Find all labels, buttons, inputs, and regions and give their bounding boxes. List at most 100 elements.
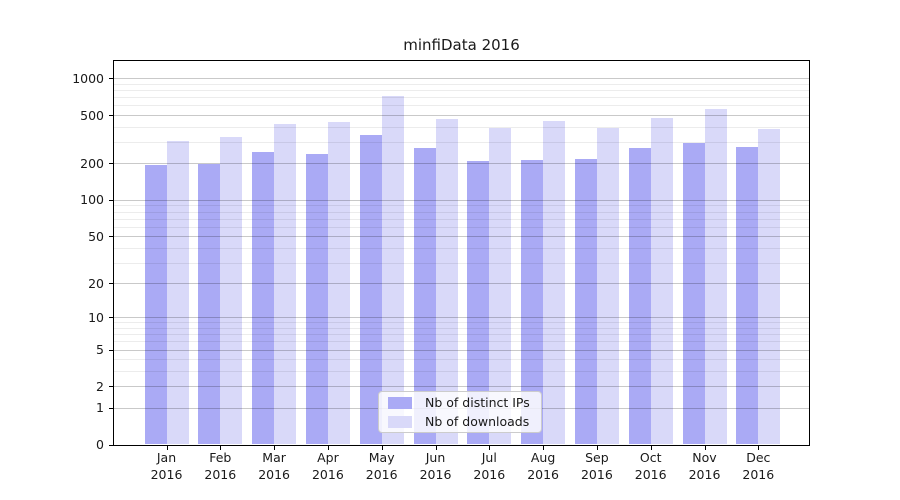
bar-distinct-ips: [144, 165, 167, 445]
x-tick-mark: [650, 445, 652, 450]
x-tick-mark: [543, 445, 545, 450]
gridline-minor: [113, 211, 810, 213]
gridline-minor: [113, 142, 810, 144]
legend-label-downloads: Nb of downloads: [425, 413, 530, 429]
gridline-minor: [113, 90, 810, 92]
legend-label-distinct-ips: Nb of distinct IPs: [425, 394, 530, 410]
bar-distinct-ips: [467, 161, 490, 445]
y-tick-mark: [109, 317, 113, 319]
x-tick-label: Jan 2016: [150, 450, 183, 482]
y-tick-mark: [109, 283, 113, 285]
x-tick-label: May 2016: [365, 450, 398, 482]
gridline-minor: [113, 97, 810, 99]
bar-distinct-ips: [413, 148, 436, 445]
gridline-minor: [113, 322, 810, 324]
bar-distinct-ips: [252, 151, 275, 445]
gridline-major: [113, 386, 810, 388]
gridline-minor: [113, 247, 810, 249]
y-tick-label: 200: [80, 155, 104, 171]
gridline-major: [113, 283, 810, 285]
y-tick-mark: [109, 386, 113, 388]
bar-distinct-ips: [574, 159, 597, 445]
gridline-major: [113, 78, 810, 80]
x-tick-mark: [274, 445, 276, 450]
legend-swatch-downloads: [388, 415, 412, 428]
gridline-major: [113, 349, 810, 351]
x-tick-label: Sep 2016: [580, 450, 613, 482]
y-tick-label: 20: [88, 275, 104, 291]
x-tick-mark: [381, 445, 383, 450]
gridline-major: [113, 199, 810, 201]
bar-distinct-ips: [521, 160, 544, 445]
gridline-minor: [113, 126, 810, 128]
bar-downloads: [650, 117, 673, 445]
y-tick-label: 500: [80, 107, 104, 123]
x-tick-mark: [758, 445, 760, 450]
gridline-major: [113, 317, 810, 319]
x-tick-mark: [220, 445, 222, 450]
bar-distinct-ips: [305, 154, 328, 445]
bar-distinct-ips: [628, 148, 651, 445]
x-tick-label: Dec 2016: [742, 450, 775, 482]
gridline-major: [113, 236, 810, 238]
y-tick-mark: [109, 199, 113, 201]
bar-downloads: [543, 121, 566, 445]
bar-downloads: [596, 127, 619, 445]
gridline-minor: [113, 218, 810, 220]
legend-item-downloads: Nb of downloads: [388, 413, 532, 429]
gridline-major: [113, 115, 810, 117]
gridline-major: [113, 163, 810, 165]
gridline-minor: [113, 334, 810, 336]
x-tick-mark: [166, 445, 168, 450]
y-tick-mark: [109, 349, 113, 351]
y-tick-mark: [109, 407, 113, 409]
gridline-minor: [113, 328, 810, 330]
x-tick-label: Apr 2016: [311, 450, 344, 482]
x-tick-label: Mar 2016: [258, 450, 290, 482]
legend: Nb of distinct IPs Nb of downloads: [378, 391, 542, 433]
bar-distinct-ips: [736, 146, 759, 445]
y-tick-label: 2: [96, 378, 104, 394]
x-tick-mark: [489, 445, 491, 450]
bar-downloads: [166, 140, 189, 445]
bar-distinct-ips: [359, 134, 382, 445]
chart-title: minfiData 2016: [403, 36, 520, 54]
bar-downloads: [274, 123, 297, 445]
x-tick-mark: [596, 445, 598, 450]
x-tick-label: Jul 2016: [473, 450, 506, 482]
bar-downloads: [435, 119, 458, 445]
y-tick-mark: [109, 115, 113, 117]
y-tick-label: 0: [96, 437, 104, 452]
y-tick-mark: [109, 236, 113, 238]
gridline-minor: [113, 359, 810, 361]
bar-downloads: [220, 137, 243, 445]
x-tick-label: Oct 2016: [634, 450, 667, 482]
y-tick-label: 1: [96, 400, 104, 416]
y-tick-label: 50: [88, 228, 104, 244]
x-tick-label: Jun 2016: [419, 450, 452, 482]
y-tick-label: 1000: [72, 70, 104, 86]
y-tick-label: 100: [80, 192, 104, 208]
gridline-minor: [113, 341, 810, 343]
bar-downloads: [327, 122, 350, 445]
bar-distinct-ips: [198, 163, 221, 445]
legend-item-distinct-ips: Nb of distinct IPs: [388, 394, 532, 410]
gridline-minor: [113, 262, 810, 264]
bar-downloads: [758, 129, 781, 445]
legend-swatch-distinct-ips: [388, 396, 412, 409]
y-tick-label: 5: [96, 342, 104, 358]
y-tick-mark: [109, 163, 113, 165]
bar-downloads: [489, 128, 512, 445]
y-tick-label: 10: [88, 309, 104, 325]
gridline-minor: [113, 371, 810, 373]
gridline-minor: [113, 226, 810, 228]
x-tick-label: Feb 2016: [204, 450, 237, 482]
x-tick-mark: [704, 445, 706, 450]
gridline-minor: [113, 105, 810, 107]
x-tick-mark: [327, 445, 329, 450]
bar-downloads: [704, 108, 727, 445]
x-tick-label: Nov 2016: [688, 450, 721, 482]
gridline-minor: [113, 83, 810, 85]
bar-distinct-ips: [682, 142, 705, 445]
